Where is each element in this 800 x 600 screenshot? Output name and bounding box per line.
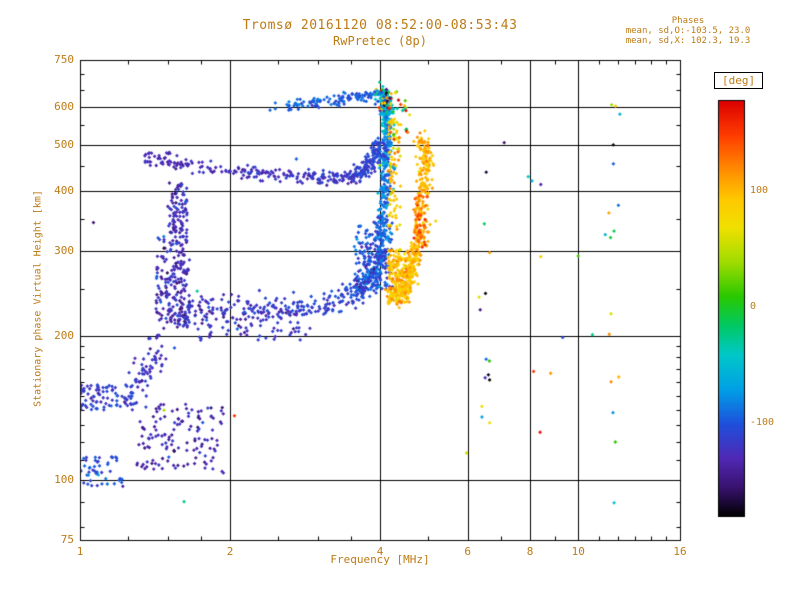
colorbar-unit-box: [deg] [714,72,764,89]
phases-heading: Phases [671,16,705,26]
y-tick-label: 600 [54,99,74,113]
x-tick-label: 8 [526,545,534,558]
x-tick-label: 10 [571,545,585,558]
phases-x-stats: mean, sd,X: 102.3, 19.3 [625,36,751,46]
plot-subtitle: RwPretec (8p) [333,34,427,48]
phases-o-stats: mean, sd,O:-103.5, 23.0 [625,26,751,36]
y-tick-label: 200 [54,328,74,342]
colorbar-tick-label: -100 [750,416,775,428]
y-tick-label: 400 [54,184,74,198]
x-tick-label: 6 [464,545,472,558]
y-tick-label: 75 [60,533,74,546]
y-tick-label: 500 [54,137,74,151]
x-tick-label: 4 [376,545,384,558]
x-tick-label: 1 [76,545,84,558]
plot-title: Tromsø 20161120 08:52:00-08:53:43 [242,18,518,33]
phases-summary: Phases mean, sd,O:-103.5, 23.0 mean, sd,… [606,16,770,46]
x-axis-title: Frequency [MHz] [330,553,430,566]
colorbar-tick-label: 100 [750,185,769,197]
y-tick-label: 750 [54,53,74,66]
y-axis-title: Stationary phase Virtual Height [km] [32,190,44,407]
y-tick-label: 100 [54,473,74,487]
x-tick-label: 16 [673,545,687,558]
x-tick-label: 2 [226,545,234,558]
colorbar-tick-label: 0 [750,301,757,312]
y-tick-label: 300 [54,244,74,257]
